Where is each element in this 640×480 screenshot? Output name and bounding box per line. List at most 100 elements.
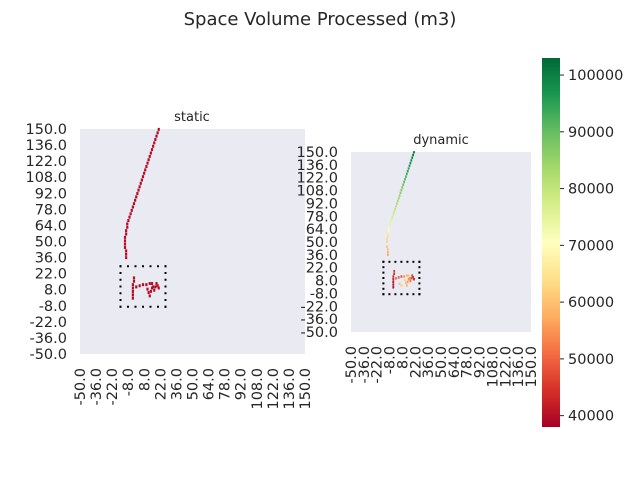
dynamic-plot-area <box>351 152 531 332</box>
dotted-box-dot <box>119 278 122 281</box>
y-tick-label: 92.0 <box>306 196 338 212</box>
colorbar-tick-label: 80000 <box>568 182 614 198</box>
heatmap-cell <box>153 288 156 292</box>
dynamic-heatmap-cells <box>386 151 415 289</box>
x-tick-label: -22.0 <box>105 368 121 406</box>
dotted-box-dot <box>119 299 122 301</box>
dotted-box-dot <box>418 271 421 274</box>
dotted-box-dot <box>388 260 391 263</box>
dotted-box-dot <box>400 260 403 263</box>
dotted-box-dot <box>164 265 167 268</box>
x-tick-label: -50.0 <box>73 368 89 406</box>
dotted-box-dot <box>382 277 385 279</box>
heatmap-cell <box>145 165 148 168</box>
heatmap-cell <box>407 278 410 281</box>
heatmap-cell <box>125 256 128 260</box>
heatmap-cell <box>156 284 159 288</box>
heatmap-cell <box>401 186 404 189</box>
heatmap-cell <box>387 226 390 230</box>
x-tick-label: -50.0 <box>344 346 360 384</box>
y-tick-label: 78.0 <box>35 202 67 218</box>
heatmap-cell <box>139 181 142 185</box>
heatmap-cell <box>154 138 157 141</box>
x-tick-label: 22.0 <box>153 368 169 400</box>
static-y-axis-ticks: 150.0136.0122.0108.092.078.064.050.036.0… <box>25 122 67 363</box>
dynamic-y-axis-ticks: 150.0136.0122.0108.092.078.064.050.036.0… <box>296 145 338 341</box>
heatmap-cell <box>411 274 414 277</box>
x-tick-label: 136.0 <box>282 368 298 410</box>
x-tick-label: 8.0 <box>137 368 153 391</box>
y-tick-label: 22.0 <box>35 267 67 283</box>
heatmap-cell <box>393 210 396 213</box>
dotted-box-dot <box>119 272 122 274</box>
heatmap-cell <box>392 280 395 284</box>
heatmap-cell <box>387 251 389 254</box>
y-tick-label: 64.0 <box>35 218 67 234</box>
heatmap-cell <box>389 221 392 224</box>
colorbar-tick-label: 50000 <box>568 352 614 368</box>
dotted-box-dot <box>418 293 421 296</box>
colorbar-tick-label: 40000 <box>568 409 614 425</box>
dotted-box-dot <box>119 265 122 268</box>
dotted-box-dot <box>418 282 421 285</box>
y-tick-label: -22.0 <box>300 299 338 315</box>
heatmap-cell <box>143 171 146 175</box>
dotted-box-dot <box>127 305 129 308</box>
x-tick-label: 122.0 <box>498 346 514 388</box>
x-tick-label: 92.0 <box>473 346 489 378</box>
heatmap-cell <box>390 218 393 222</box>
heatmap-cell <box>407 274 410 277</box>
dotted-box-dot <box>418 260 421 263</box>
dotted-box-dot <box>418 266 421 269</box>
dotted-box-dot <box>418 287 421 290</box>
heatmap-cell <box>138 284 141 288</box>
dotted-box-dot <box>119 305 122 308</box>
y-tick-label: 22.0 <box>306 261 338 277</box>
y-tick-label: -8.0 <box>310 286 338 302</box>
heatmap-cell <box>413 151 415 154</box>
y-tick-label: 50.0 <box>35 235 67 251</box>
heatmap-cell <box>157 127 160 131</box>
heatmap-cell <box>123 239 127 243</box>
static-heatmap-panel: static 150.0136.0122.0108.092.078.064.05… <box>25 110 314 410</box>
heatmap-cell <box>392 213 395 216</box>
y-tick-label: 36.0 <box>35 251 67 267</box>
heatmap-cell <box>395 277 397 280</box>
heatmap-cell <box>126 225 129 229</box>
heatmap-cell <box>123 242 127 246</box>
x-tick-label: 108.0 <box>485 346 501 388</box>
heatmap-cell <box>131 286 134 290</box>
heatmap-cell <box>405 274 408 277</box>
dotted-box-dot <box>382 282 385 285</box>
y-tick-label: 50.0 <box>306 235 338 251</box>
colorbar-tick-label: 60000 <box>568 295 614 311</box>
dotted-box-dot <box>134 305 137 308</box>
heatmap-cell <box>127 219 130 222</box>
dotted-box-dot <box>127 265 129 268</box>
heatmap-cell <box>152 285 155 289</box>
heatmap-cell <box>396 199 399 203</box>
y-tick-label: 150.0 <box>296 145 338 161</box>
colorbar-gradient <box>542 58 560 427</box>
heatmap-cell <box>399 191 402 195</box>
heatmap-cell <box>138 185 141 189</box>
colorbar-tick-label: 100000 <box>568 68 623 84</box>
heatmap-cell <box>154 285 157 289</box>
static-plot-area <box>80 129 305 354</box>
dotted-box-dot <box>418 277 421 279</box>
x-tick-label: -36.0 <box>89 368 105 406</box>
x-tick-label: 22.0 <box>408 346 424 378</box>
heatmap-cell <box>131 283 134 287</box>
x-tick-label: -8.0 <box>121 368 137 396</box>
y-tick-label: -8.0 <box>39 299 67 315</box>
heatmap-cell <box>387 234 389 238</box>
heatmap-cell <box>146 287 149 291</box>
heatmap-cell <box>125 229 128 233</box>
x-tick-label: 150.0 <box>524 346 540 388</box>
x-tick-label: -36.0 <box>357 346 373 384</box>
colorbar-tick-label: 70000 <box>568 238 614 254</box>
heatmap-cell <box>388 224 391 227</box>
heatmap-cell <box>148 154 151 158</box>
heatmap-cell <box>125 249 128 253</box>
